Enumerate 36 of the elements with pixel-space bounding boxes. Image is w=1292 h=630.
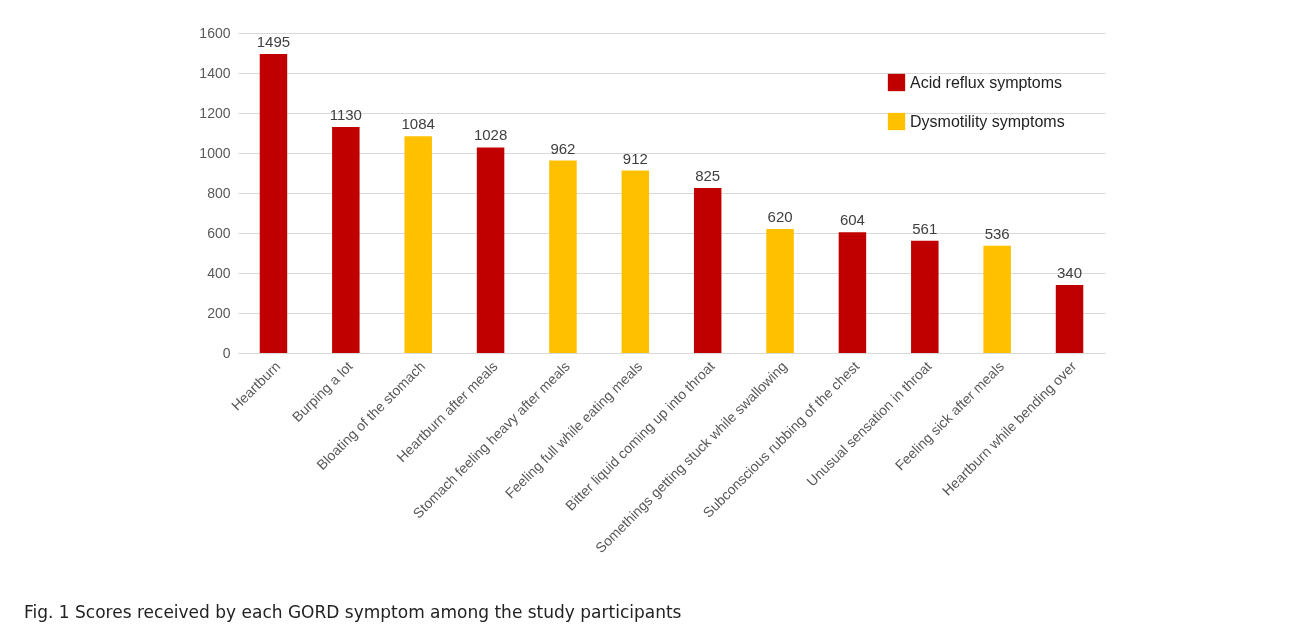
y-tick-label: 0 (222, 344, 231, 361)
bar (766, 229, 794, 353)
y-tick-label: 1600 (199, 24, 231, 41)
y-tick-label: 1200 (199, 104, 231, 121)
bar (983, 245, 1011, 353)
y-tick-label: 1000 (199, 144, 231, 161)
bar (1055, 285, 1084, 353)
data-label: 1495 (256, 33, 291, 50)
y-tick-label: 600 (207, 224, 231, 241)
data-label: 962 (550, 139, 576, 157)
y-tick-label: 200 (207, 304, 231, 321)
data-label: 825 (695, 167, 721, 184)
data-label: 1084 (401, 115, 435, 133)
bar (693, 188, 722, 353)
y-tick-label: 800 (207, 184, 231, 201)
data-label: 561 (912, 219, 938, 237)
data-label: 912 (622, 149, 648, 167)
data-label: 1130 (329, 106, 362, 123)
legend-label: Acid reflux symptoms (910, 73, 1063, 91)
data-label: 340 (1057, 264, 1083, 281)
bar (621, 170, 650, 353)
data-label: 1028 (473, 126, 508, 144)
data-label: 536 (984, 224, 1010, 242)
data-label: 604 (839, 211, 865, 229)
bar (476, 147, 505, 353)
bar (259, 54, 288, 353)
bar (404, 136, 432, 353)
caption: Fig. 1 Scores received by each GORD symptom among the study participants (24, 602, 682, 622)
bar (838, 232, 867, 353)
y-tick-label: 400 (207, 264, 231, 281)
bar (332, 127, 360, 353)
data-label: 620 (767, 208, 793, 225)
y-tick-label: 1400 (199, 64, 231, 81)
bar (911, 240, 939, 353)
bar (549, 160, 577, 353)
legend-label: Dysmotility symptoms (910, 112, 1065, 130)
